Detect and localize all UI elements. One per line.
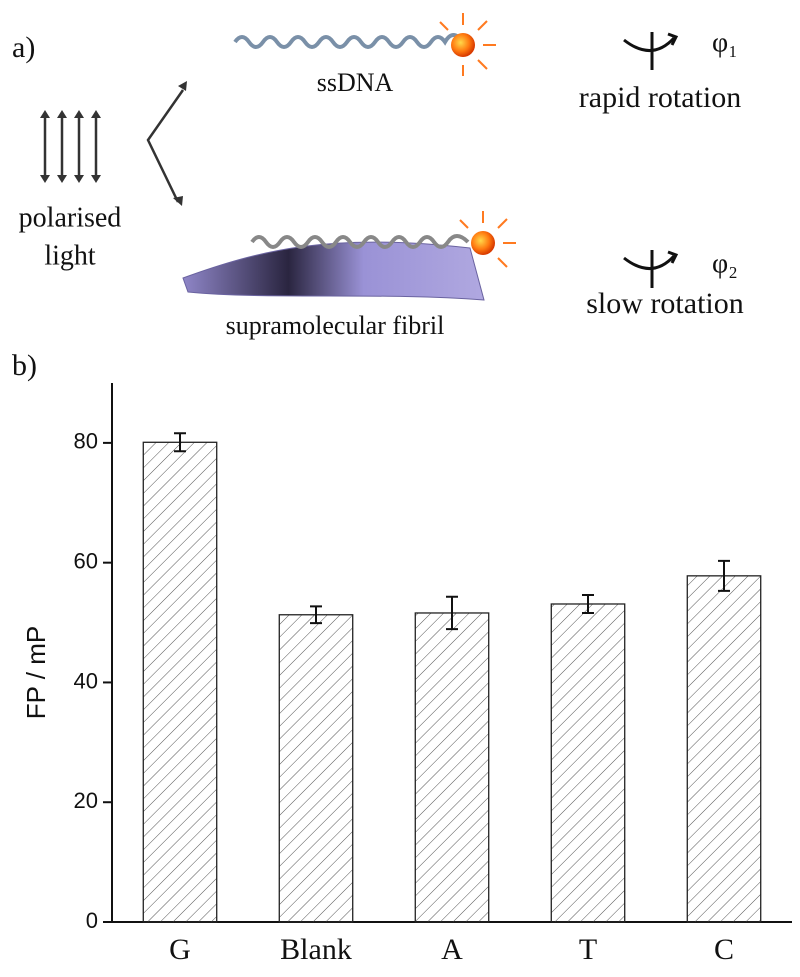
- error-bar: [310, 605, 322, 625]
- y-tick-label: 80: [74, 429, 98, 454]
- y-tick-label: 40: [74, 668, 98, 693]
- error-bar: [174, 432, 186, 453]
- y-axis-label: FP / mP: [21, 626, 51, 719]
- fluorophore-rays: [439, 13, 496, 76]
- fibril-label: supramolecular fibril: [226, 311, 445, 340]
- bar: [414, 612, 490, 923]
- fibril: [182, 241, 485, 301]
- light-label: polarised: [19, 202, 122, 233]
- x-tick-label: C: [714, 933, 734, 966]
- y-tick-label: 20: [74, 788, 98, 813]
- y-tick-label: 0: [86, 908, 98, 933]
- fluorophore-rays: [459, 211, 516, 268]
- y-tick-label: 60: [74, 548, 98, 573]
- ssdna-label: ssDNA: [317, 68, 394, 97]
- fluorophore: [451, 33, 475, 57]
- bar: [686, 575, 762, 923]
- arrow-heads: [40, 110, 101, 183]
- phi-1: φ₁: [712, 27, 738, 58]
- error-bar: [582, 594, 594, 614]
- rotation-icon: [623, 250, 679, 288]
- fibril-strand: [250, 234, 470, 249]
- panel-label: b): [12, 349, 37, 382]
- error-bar: [718, 559, 730, 592]
- polarised-arrows: [43, 115, 98, 178]
- light-label: light: [44, 240, 96, 271]
- panel-label: a): [12, 31, 35, 64]
- rotation-icon: [623, 32, 679, 70]
- slow-label: slow rotation: [586, 287, 744, 320]
- error-bar: [446, 595, 458, 631]
- diagram: a) ssDNA φ₁ rapid rotation polarised lig…: [12, 13, 744, 382]
- rapid-label: rapid rotation: [579, 81, 741, 114]
- x-tick-label: Blank: [280, 933, 352, 966]
- ssdna-strand: [233, 33, 465, 49]
- x-tick-label: G: [169, 933, 191, 966]
- phi-2: φ₂: [712, 248, 738, 279]
- x-tick-label: A: [441, 933, 463, 966]
- branch-arrows: [146, 89, 185, 203]
- fluorophore: [471, 231, 495, 255]
- bar: [550, 603, 626, 923]
- x-tick-label: T: [579, 933, 597, 966]
- bar: [278, 614, 354, 923]
- bar: [142, 441, 218, 923]
